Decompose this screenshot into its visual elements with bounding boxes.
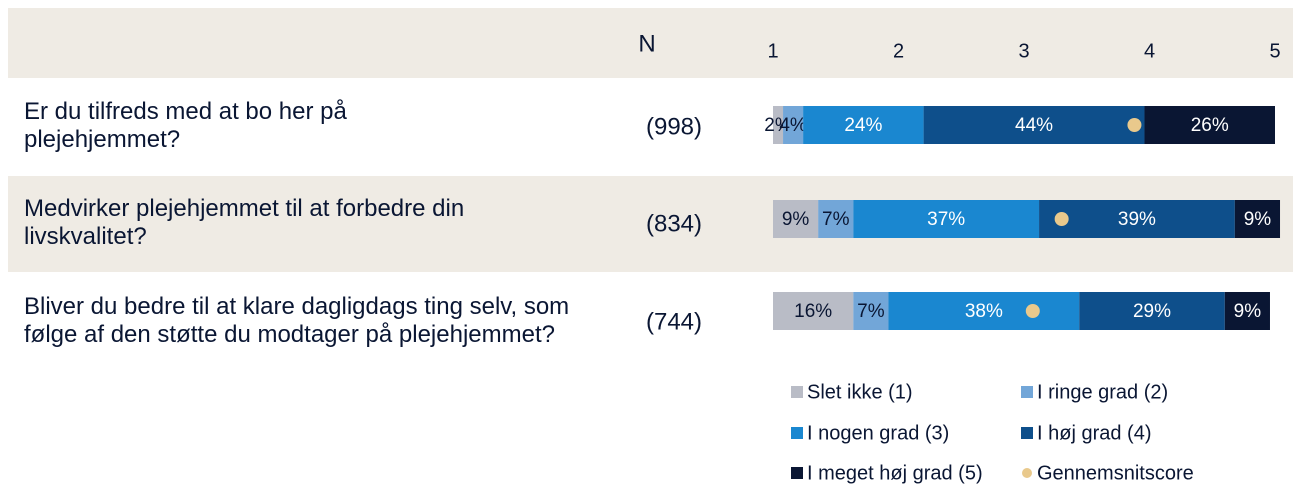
value-label: 16%	[794, 301, 832, 322]
value-label: 9%	[1234, 301, 1262, 322]
legend-label: Slet ikke (1)	[807, 381, 913, 403]
bar-segment	[853, 200, 1040, 238]
value-label: 44%	[1015, 115, 1053, 136]
legend-swatch	[1021, 386, 1033, 398]
value-label: 9%	[1244, 209, 1272, 230]
legend-label: I nogen grad (3)	[807, 422, 949, 444]
question: Bliver du bedre til at klare dagligdags …	[24, 293, 570, 348]
mean-dot	[1054, 212, 1069, 226]
bar-segment	[888, 292, 1080, 330]
bar-segment	[1144, 106, 1275, 144]
bar-segment	[1224, 292, 1270, 330]
bar-segment	[773, 200, 819, 238]
value-label: 37%	[927, 209, 965, 230]
legend-swatch	[1022, 468, 1032, 478]
value-label: 4%	[779, 115, 807, 136]
legend-swatch	[1021, 427, 1033, 439]
question: Medvirker plejehjemmet til at forbedre d…	[24, 195, 465, 250]
x-tick-label: 2	[893, 40, 904, 62]
question: Er du tilfreds med at bo her på plejehje…	[24, 98, 347, 153]
n-label: (998)	[646, 113, 702, 140]
bar-segment	[818, 200, 854, 238]
bar-segment	[1079, 292, 1225, 330]
legend-label: Gennemsnitscore	[1037, 462, 1194, 484]
legend-swatch	[791, 427, 803, 439]
bar-segment	[803, 106, 924, 144]
value-label: 29%	[1133, 301, 1171, 322]
x-tick-label: 3	[1018, 40, 1029, 62]
n-label: (744)	[646, 308, 702, 335]
legend-label: I ringe grad (2)	[1037, 381, 1168, 403]
x-tick-label: 4	[1144, 40, 1155, 62]
x-tick-label: 5	[1269, 40, 1280, 62]
value-label: 24%	[844, 115, 882, 136]
value-label: 39%	[1118, 209, 1156, 230]
value-label: 26%	[1191, 115, 1229, 136]
n-header: N	[638, 30, 655, 57]
value-label: 7%	[857, 301, 885, 322]
bar-segment	[1234, 200, 1281, 238]
header-band	[8, 8, 1293, 78]
bar-segment	[783, 106, 804, 144]
mean-dot	[1127, 118, 1142, 132]
bar-segment	[923, 106, 1145, 144]
n-label: (834)	[646, 210, 702, 237]
bar-segment	[853, 292, 889, 330]
bar-segment	[773, 292, 854, 330]
value-label: 7%	[822, 209, 850, 230]
x-tick-label: 1	[767, 40, 778, 62]
value-label: 9%	[782, 209, 810, 230]
value-label: 38%	[965, 301, 1003, 322]
legend-label: I høj grad (4)	[1037, 422, 1151, 444]
bar-segment	[773, 106, 784, 144]
legend-swatch	[791, 467, 803, 479]
bar-segment	[1039, 200, 1235, 238]
legend-swatch	[791, 386, 803, 398]
mean-dot	[1025, 304, 1040, 318]
legend-label: I meget høj grad (5)	[807, 462, 983, 484]
